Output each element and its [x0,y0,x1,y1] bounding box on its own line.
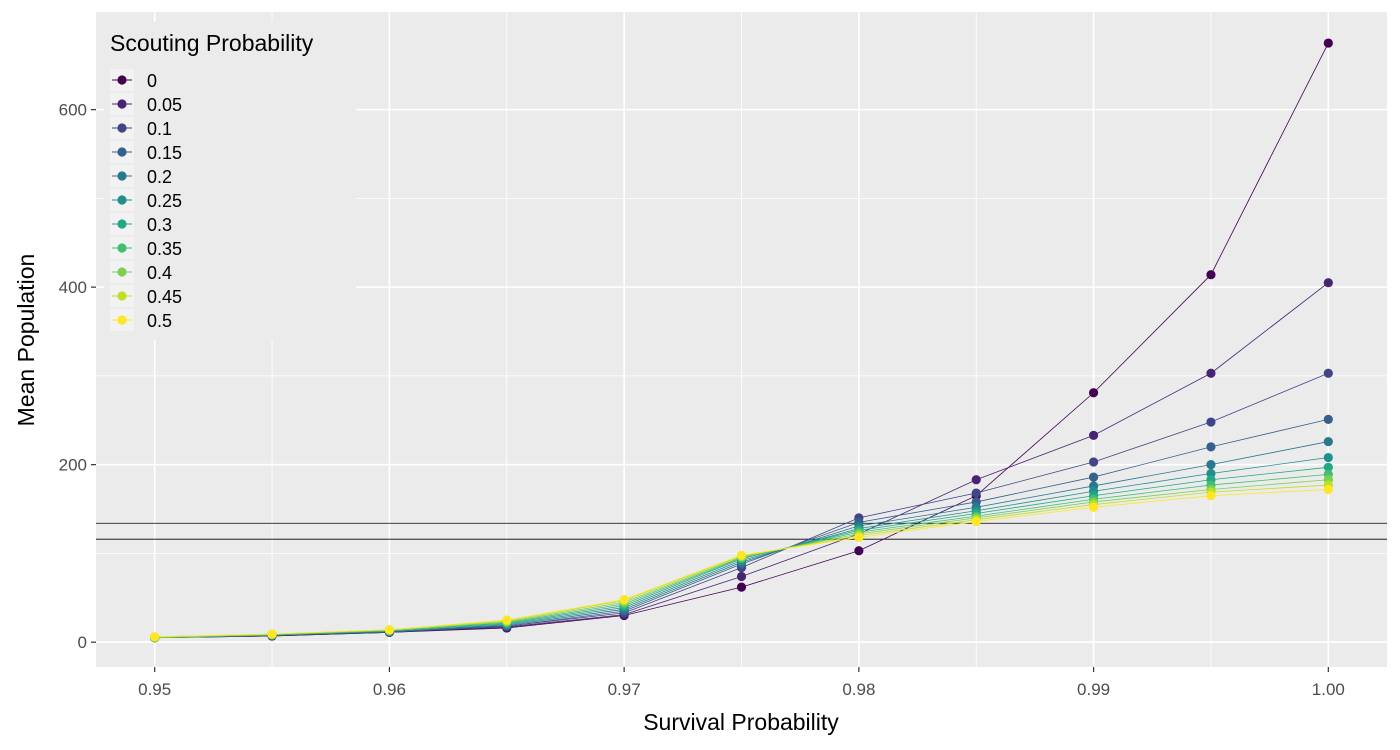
legend-label: 0.2 [147,167,172,187]
x-tick-label: 0.98 [842,680,875,699]
legend: Scouting Probability 0 0.05 0.1 0.15 0.2 0.25… [104,22,356,340]
data-point-0.5 [971,516,981,527]
y-tick-label: 600 [59,101,87,120]
data-point-0.15 [1088,472,1099,482]
data-point-0.5 [502,615,512,625]
legend-key-point [117,219,127,229]
data-point-0.5 [1206,491,1216,501]
legend-label: 0.25 [147,191,182,211]
legend-key-point [117,243,127,253]
y-axis: 0 200 400 600 [59,101,96,652]
legend-label: 0 [147,71,157,91]
data-point-0.25 [1323,452,1333,463]
data-point-0.2 [1206,460,1216,470]
legend-label: 0.45 [147,287,182,307]
legend-key-point [117,171,127,181]
reference-lines [96,522,1387,540]
data-point-0 [1206,270,1216,280]
data-point-0.5 [150,632,160,642]
data-point-0.5 [1088,502,1099,512]
legend-key-point [117,75,127,85]
data-point-0.1 [1088,457,1099,467]
data-point-0 [736,582,747,592]
x-axis-title: Survival Probability [643,709,839,735]
legend-key-point [117,267,127,277]
data-point-0.5 [1323,484,1333,495]
data-point-0 [854,546,864,556]
data-point-0.1 [1206,417,1216,427]
data-point-0.15 [1323,414,1333,424]
legend-label: 0.5 [147,311,172,331]
data-point-0.15 [1206,442,1216,452]
x-tick-label: 0.95 [138,680,171,699]
data-point-0.2 [1323,436,1333,447]
data-point-0.05 [1088,430,1099,440]
legend-key-point [117,195,127,205]
legend-label: 0.1 [147,119,172,139]
x-axis: 0.95 0.96 0.97 0.98 0.99 1.00 [138,667,1345,699]
data-point-0 [1088,388,1099,398]
x-tick-label: 1.00 [1312,680,1345,699]
data-point-0.5 [619,594,629,605]
series-points [150,38,1333,643]
data-point-0.1 [971,488,981,498]
y-tick-label: 400 [59,278,87,297]
legend-key-point [117,147,127,157]
x-tick-label: 0.96 [373,680,406,699]
data-point-0.3 [1323,462,1333,472]
x-tick-label: 0.99 [1077,680,1110,699]
y-axis-title: Mean Population [13,254,39,427]
data-point-0.05 [1323,278,1333,288]
y-tick-label: 200 [59,456,87,475]
legend-label: 0.35 [147,239,182,259]
data-point-0 [1323,38,1333,48]
legend-title: Scouting Probability [110,30,314,56]
legend-key-point [117,291,127,301]
legend-key-point [117,123,127,133]
legend-label: 0.15 [147,143,182,163]
legend-background [104,22,356,340]
legend-label: 0.3 [147,215,172,235]
data-point-0.5 [267,629,277,639]
data-point-0.1 [1323,368,1333,378]
y-tick-label: 0 [78,633,87,652]
data-point-0.5 [736,550,747,560]
data-point-0.5 [854,532,864,543]
legend-key-point [117,99,127,109]
data-point-0.05 [736,571,747,582]
data-point-0.05 [971,475,981,485]
legend-label: 0.4 [147,263,172,283]
legend-label: 0.05 [147,95,182,115]
legend-items: 0 0.05 0.1 0.15 0.2 0.25 0.3 0.35 0.4 0.45 0.5 [110,69,182,331]
legend-key-point [117,315,127,325]
data-point-0.5 [384,625,395,635]
x-tick-label: 0.97 [608,680,641,699]
data-point-0.05 [1206,368,1216,378]
